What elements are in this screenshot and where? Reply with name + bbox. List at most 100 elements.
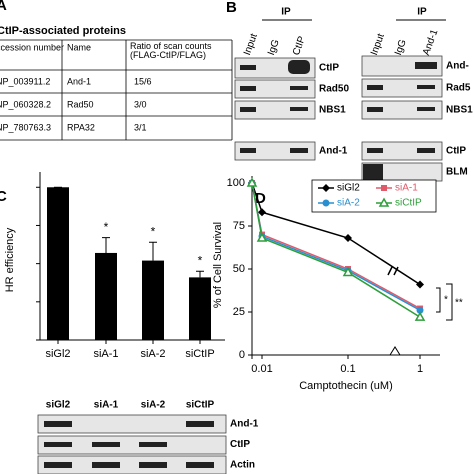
table-cell: 3/0 (134, 99, 147, 109)
y-tick-label: 0 (239, 349, 245, 361)
x-tick-label: 0.01 (251, 363, 272, 375)
row-label: CtIP (319, 63, 339, 74)
bar (142, 260, 164, 340)
panel-b: B IP IP (226, 0, 446, 182)
band (415, 62, 437, 69)
lane-label: siCtIP (186, 400, 215, 411)
error-bar (149, 241, 157, 261)
series-line (251, 182, 421, 318)
band (139, 462, 167, 468)
point (258, 208, 266, 217)
point (246, 177, 258, 187)
x-tick-label: siGl2 (45, 348, 70, 360)
band (288, 60, 310, 74)
blot (361, 78, 443, 98)
band (417, 85, 435, 89)
row-label: CtIP (230, 439, 250, 450)
blot (361, 55, 443, 77)
table-cell: Rad50 (67, 99, 94, 109)
blot (37, 435, 227, 455)
table-title: CtIP-associated proteins (0, 25, 126, 37)
lane-label: And-1 (421, 28, 441, 57)
annotation: ** (455, 298, 463, 309)
row-label: And-1 (319, 146, 348, 157)
blot (361, 141, 443, 161)
table-cell: NP_780763.3 (0, 122, 51, 132)
table-cell: And-1 (67, 76, 91, 86)
table-cell: NP_060328.2 (0, 99, 51, 109)
row-label: And-1 (230, 419, 259, 430)
legend-marker (322, 184, 330, 192)
table-header: Accession number (0, 42, 64, 52)
blot (234, 141, 316, 161)
band (417, 107, 435, 111)
y-tick-label: 50 (233, 263, 245, 275)
row-label: BLM (446, 167, 468, 178)
point (416, 280, 424, 289)
y-axis-label: HR efficiency (4, 227, 16, 292)
axis-break (387, 266, 399, 276)
band (417, 148, 435, 153)
blot (37, 414, 227, 434)
band (367, 85, 383, 90)
row-label: NBS1 (319, 105, 346, 116)
ip-label: IP (417, 7, 427, 18)
band (240, 107, 256, 112)
axis-break (389, 346, 401, 356)
band (290, 148, 308, 153)
band (367, 148, 383, 153)
row-label: NBS1 (446, 105, 473, 116)
table-header-text: Ratio of scan counts (FLAG-CtIP/FLAG) (130, 42, 212, 60)
lane-label: CtIP (291, 35, 308, 57)
error-bar (102, 237, 110, 253)
band (363, 164, 383, 180)
band (186, 421, 214, 427)
band (92, 442, 120, 447)
x-tick-label: siA-2 (140, 348, 165, 360)
legend-label: siGl2 (337, 183, 360, 194)
blot (361, 100, 443, 120)
band (44, 421, 72, 427)
x-tick-label: 0.1 (340, 363, 355, 375)
legend-label: siCtIP (395, 198, 422, 209)
annotation: * (151, 224, 156, 238)
legend-marker (378, 197, 390, 207)
band (44, 442, 72, 447)
table-cell: RPA32 (67, 122, 95, 132)
panel-label: A (0, 0, 7, 14)
x-tick-label: siA-1 (93, 348, 118, 360)
table-header: Ratio of scan counts (FLAG-CtIP/FLAG) (130, 42, 212, 60)
lane-label: siA-2 (141, 400, 166, 411)
table-grid (0, 39, 233, 141)
annotation: * (198, 253, 203, 267)
legend-box (311, 179, 437, 213)
bar (47, 187, 69, 340)
annotation: * (104, 220, 109, 234)
panel-d-decor (311, 179, 453, 356)
row-label: Rad5 (446, 83, 471, 94)
lane-label: siGl2 (46, 400, 71, 411)
panel-label: B (226, 0, 237, 16)
legend-label: siA-2 (337, 198, 360, 209)
lane-label: Input (369, 32, 387, 57)
blot (234, 100, 316, 120)
blot (37, 455, 227, 474)
annotation: * (444, 295, 448, 306)
band (367, 107, 383, 112)
series-line (251, 182, 421, 286)
point (416, 306, 424, 314)
row-label: CtIP (446, 146, 466, 157)
band (92, 462, 120, 468)
x-tick-label: 1 (417, 363, 423, 375)
x-tick-label: siCtIP (185, 348, 214, 360)
legend-label: siA-1 (395, 183, 418, 194)
table-header: Name (67, 42, 91, 52)
significance-bracket (436, 283, 453, 321)
table-cell: 3/1 (134, 122, 147, 132)
y-tick-label: 25 (233, 306, 245, 318)
bar (189, 277, 211, 340)
lane-label: IgG (393, 38, 409, 57)
error-bar (196, 270, 204, 278)
